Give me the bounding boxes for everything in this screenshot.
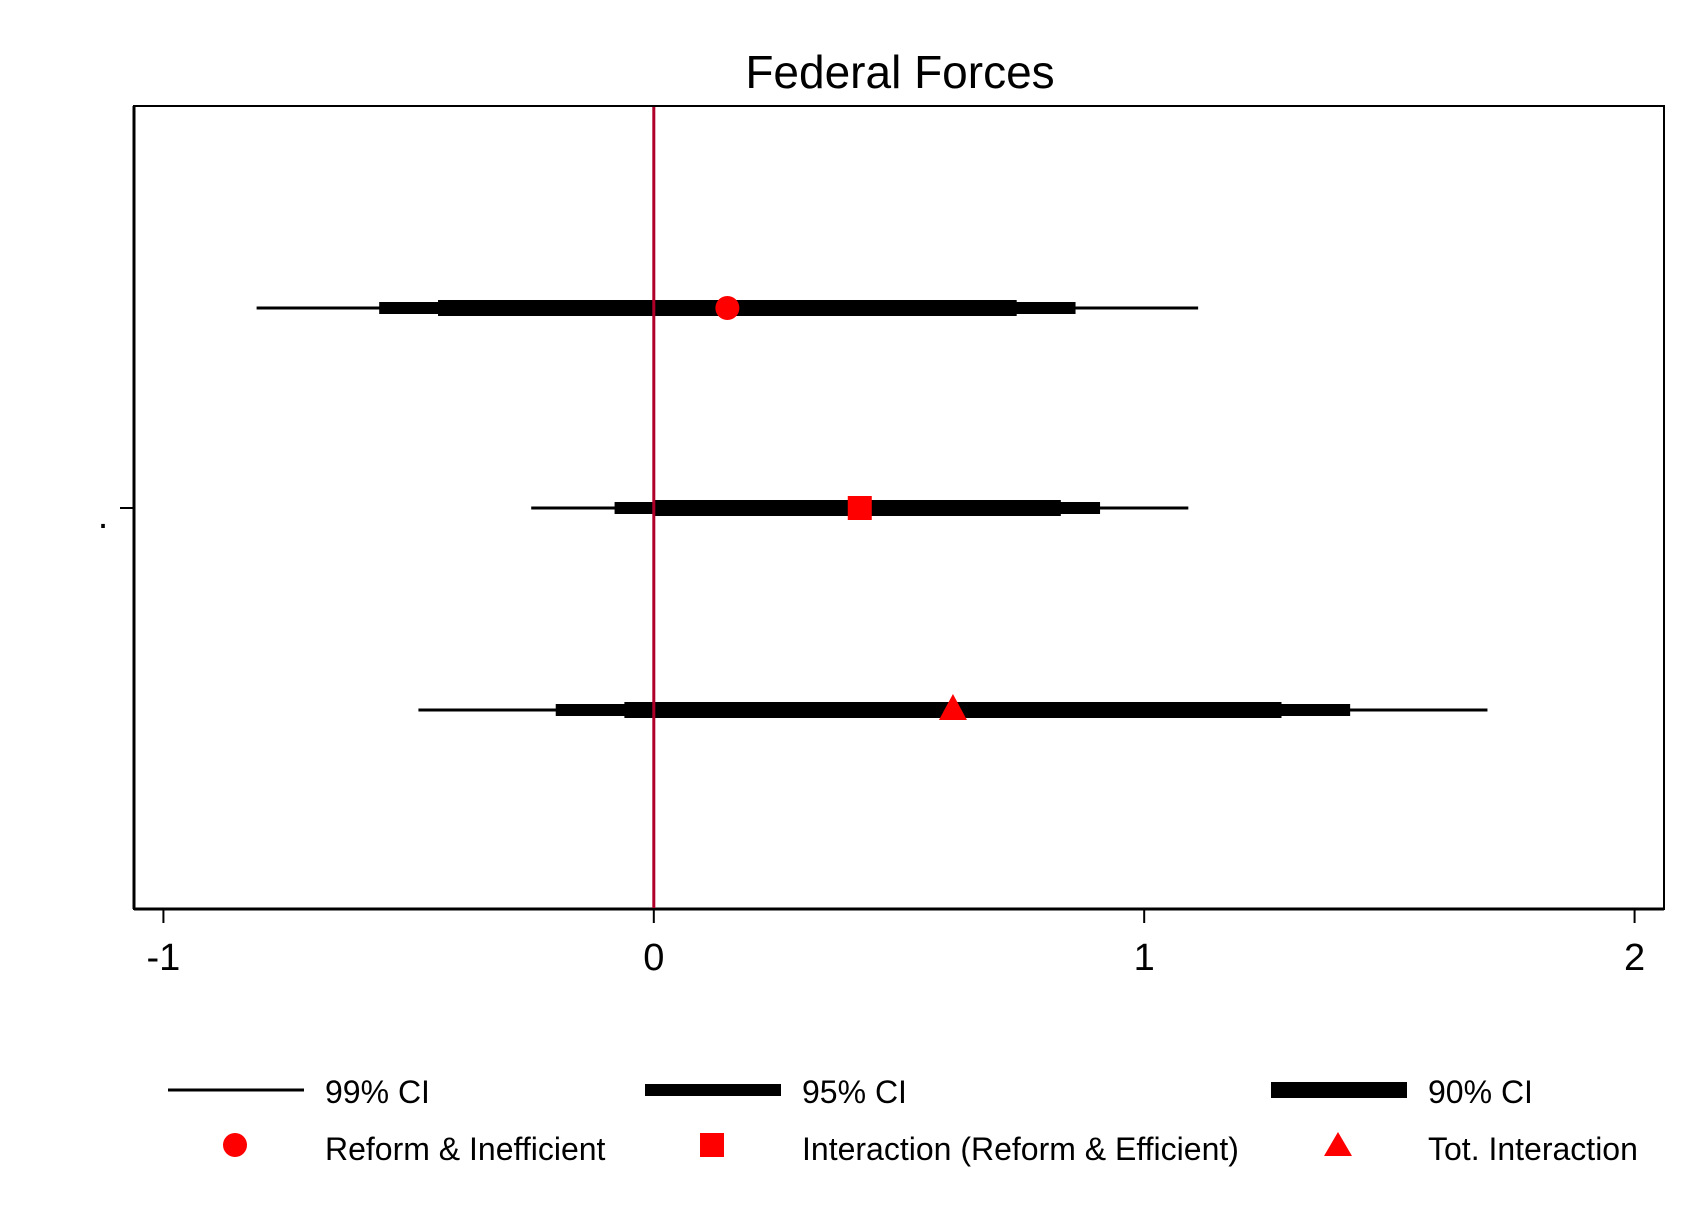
y-axis: .	[98, 106, 136, 909]
estimate-marker-circle	[715, 296, 740, 320]
x-tick-label: 2	[1624, 937, 1645, 979]
x-axis: -1 0 1 2	[134, 907, 1664, 979]
legend: 99% CI 95% CI 90% CI Reform & Inefficien…	[168, 1074, 1638, 1167]
legend-square-marker	[700, 1133, 724, 1157]
legend-label-interaction: Interaction (Reform & Efficient)	[802, 1131, 1239, 1167]
legend-label-90: 90% CI	[1428, 1074, 1533, 1110]
y-tick-label: .	[98, 495, 109, 537]
legend-circle-marker	[223, 1133, 247, 1157]
chart-title: Federal Forces	[745, 46, 1054, 98]
legend-label-tot-interaction: Tot. Interaction	[1428, 1131, 1638, 1167]
legend-triangle-marker	[1324, 1132, 1352, 1156]
x-tick-label: 1	[1134, 937, 1155, 979]
legend-label-reform-inefficient: Reform & Inefficient	[325, 1131, 606, 1167]
legend-label-95: 95% CI	[802, 1074, 907, 1110]
point-estimates	[715, 296, 967, 720]
estimate-marker-triangle	[938, 694, 967, 720]
x-tick-label: -1	[147, 937, 181, 979]
legend-label-99: 99% CI	[325, 1074, 430, 1110]
x-tick-label: 0	[643, 937, 664, 979]
estimate-marker-square	[847, 496, 872, 520]
